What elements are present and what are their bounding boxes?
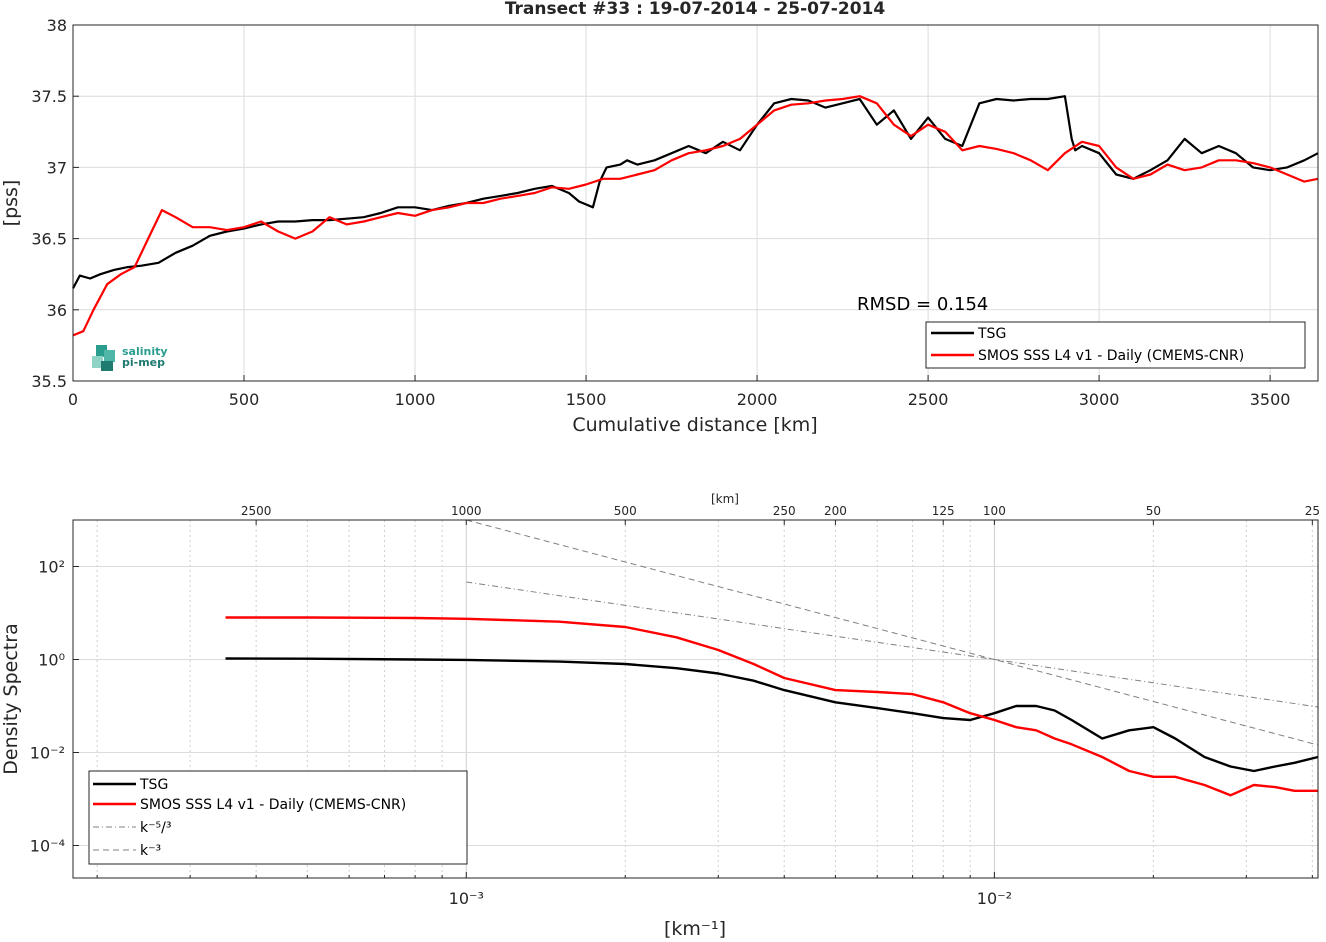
top-legend-box [925, 321, 1306, 369]
legend-label-smos: SMOS SSS L4 v1 - Daily (CMEMS-CNR) [978, 348, 1244, 364]
bottom-series [225, 519, 1319, 797]
legend-label-smos-spectra: SMOS SSS L4 v1 - Daily (CMEMS-CNR) [140, 797, 406, 813]
k-minus-5-3-reference-line [466, 581, 1319, 708]
salinity-pi-mep-logo: salinity pi-mep [92, 345, 168, 371]
smos-spectrum-line [225, 616, 1318, 797]
legend-label-k3: k⁻³ [140, 843, 161, 859]
spectra-chart: 10² 10⁰ 10⁻² 10⁻⁴ 10⁻³ 10⁻² 2500 1000 500 250 200 1… [0, 492, 1320, 940]
top-x-tick-label: 1000 [395, 390, 436, 409]
top-km-tick-label: 25 [1305, 504, 1320, 518]
top-x-tick-label: 3000 [1079, 390, 1120, 409]
bottom-y-axis-label: Density Spectra [0, 623, 22, 774]
top-axes-box [72, 24, 1319, 382]
tsg-transect-line [72, 95, 1319, 289]
legend-label-tsg: TSG [977, 326, 1006, 342]
smos-transect-line [72, 95, 1319, 337]
bottom-axes-box [72, 519, 1319, 879]
top-axis-unit-label: [km] [711, 492, 739, 506]
top-y-tick-label: 35.5 [31, 372, 67, 391]
top-km-tick-label: 50 [1146, 504, 1161, 518]
bottom-legend-box [88, 770, 468, 865]
logo-tile-3 [92, 356, 103, 368]
top-x-tick-label: 1500 [566, 390, 607, 409]
top-y-axis-label: [pss] [0, 180, 22, 227]
top-series [72, 95, 1319, 337]
transect-chart: 0 500 1000 1500 2000 2500 3000 3500 35.5 36 36.5 37… [0, 0, 1319, 436]
bottom-ticks: 10² 10⁰ 10⁻² 10⁻⁴ 10⁻³ 10⁻² 2500 1000 500 250 200 1… [30, 504, 1320, 908]
top-km-tick-label: 1000 [451, 504, 482, 518]
top-legend: TSG SMOS SSS L4 v1 - Daily (CMEMS-CNR) [925, 321, 1306, 369]
top-x-axis-label: Cumulative distance [km] [572, 414, 817, 436]
top-x-tick-label: 2000 [737, 390, 778, 409]
top-km-tick-label: 200 [824, 504, 847, 518]
top-y-tick-label: 37.5 [31, 87, 67, 106]
logo-word-pi-mep: pi-mep [122, 356, 165, 369]
logo-tile-4 [101, 361, 113, 371]
logo-tile-2 [104, 350, 115, 362]
top-km-tick-label: 250 [773, 504, 796, 518]
top-km-tick-label: 500 [614, 504, 637, 518]
top-x-tick-label: 3500 [1250, 390, 1291, 409]
bottom-y-tick-label: 10² [38, 557, 65, 576]
bottom-x-tick-label: 10⁻² [977, 889, 1012, 908]
bottom-x-tick-label: 10⁻³ [449, 889, 484, 908]
top-x-tick-label: 0 [68, 390, 78, 409]
top-x-tick-label: 500 [229, 390, 260, 409]
bottom-y-tick-label: 10⁻² [30, 743, 65, 762]
legend-label-tsg-spectra: TSG [139, 777, 168, 793]
rmsd-annotation: RMSD = 0.154 [857, 294, 988, 315]
top-km-tick-label: 100 [983, 504, 1006, 518]
bottom-y-tick-label: 10⁻⁴ [30, 836, 65, 855]
top-km-tick-label: 2500 [241, 504, 272, 518]
logo-word-salinity: salinity [122, 345, 168, 358]
top-ticks: 0 500 1000 1500 2000 2500 3000 3500 35.5 36 36.5 37… [31, 16, 1290, 409]
legend-label-k53: k⁻⁵/³ [140, 820, 171, 836]
top-km-tick-label: 125 [932, 504, 955, 518]
top-y-tick-label: 36.5 [31, 230, 67, 249]
top-x-tick-label: 2500 [908, 390, 949, 409]
logo-tile-1 [96, 345, 107, 357]
bottom-y-tick-label: 10⁰ [38, 650, 65, 669]
k-minus-3-reference-line [466, 519, 1319, 746]
top-y-tick-label: 37 [47, 158, 67, 177]
chart-title: Transect #33 : 19-07-2014 - 25-07-2014 [505, 0, 886, 19]
top-y-tick-label: 36 [47, 301, 67, 320]
bottom-x-axis-label: [km⁻¹] [664, 918, 726, 940]
bottom-legend: TSG SMOS SSS L4 v1 - Daily (CMEMS-CNR) k… [88, 770, 468, 865]
top-y-tick-label: 38 [47, 16, 67, 35]
